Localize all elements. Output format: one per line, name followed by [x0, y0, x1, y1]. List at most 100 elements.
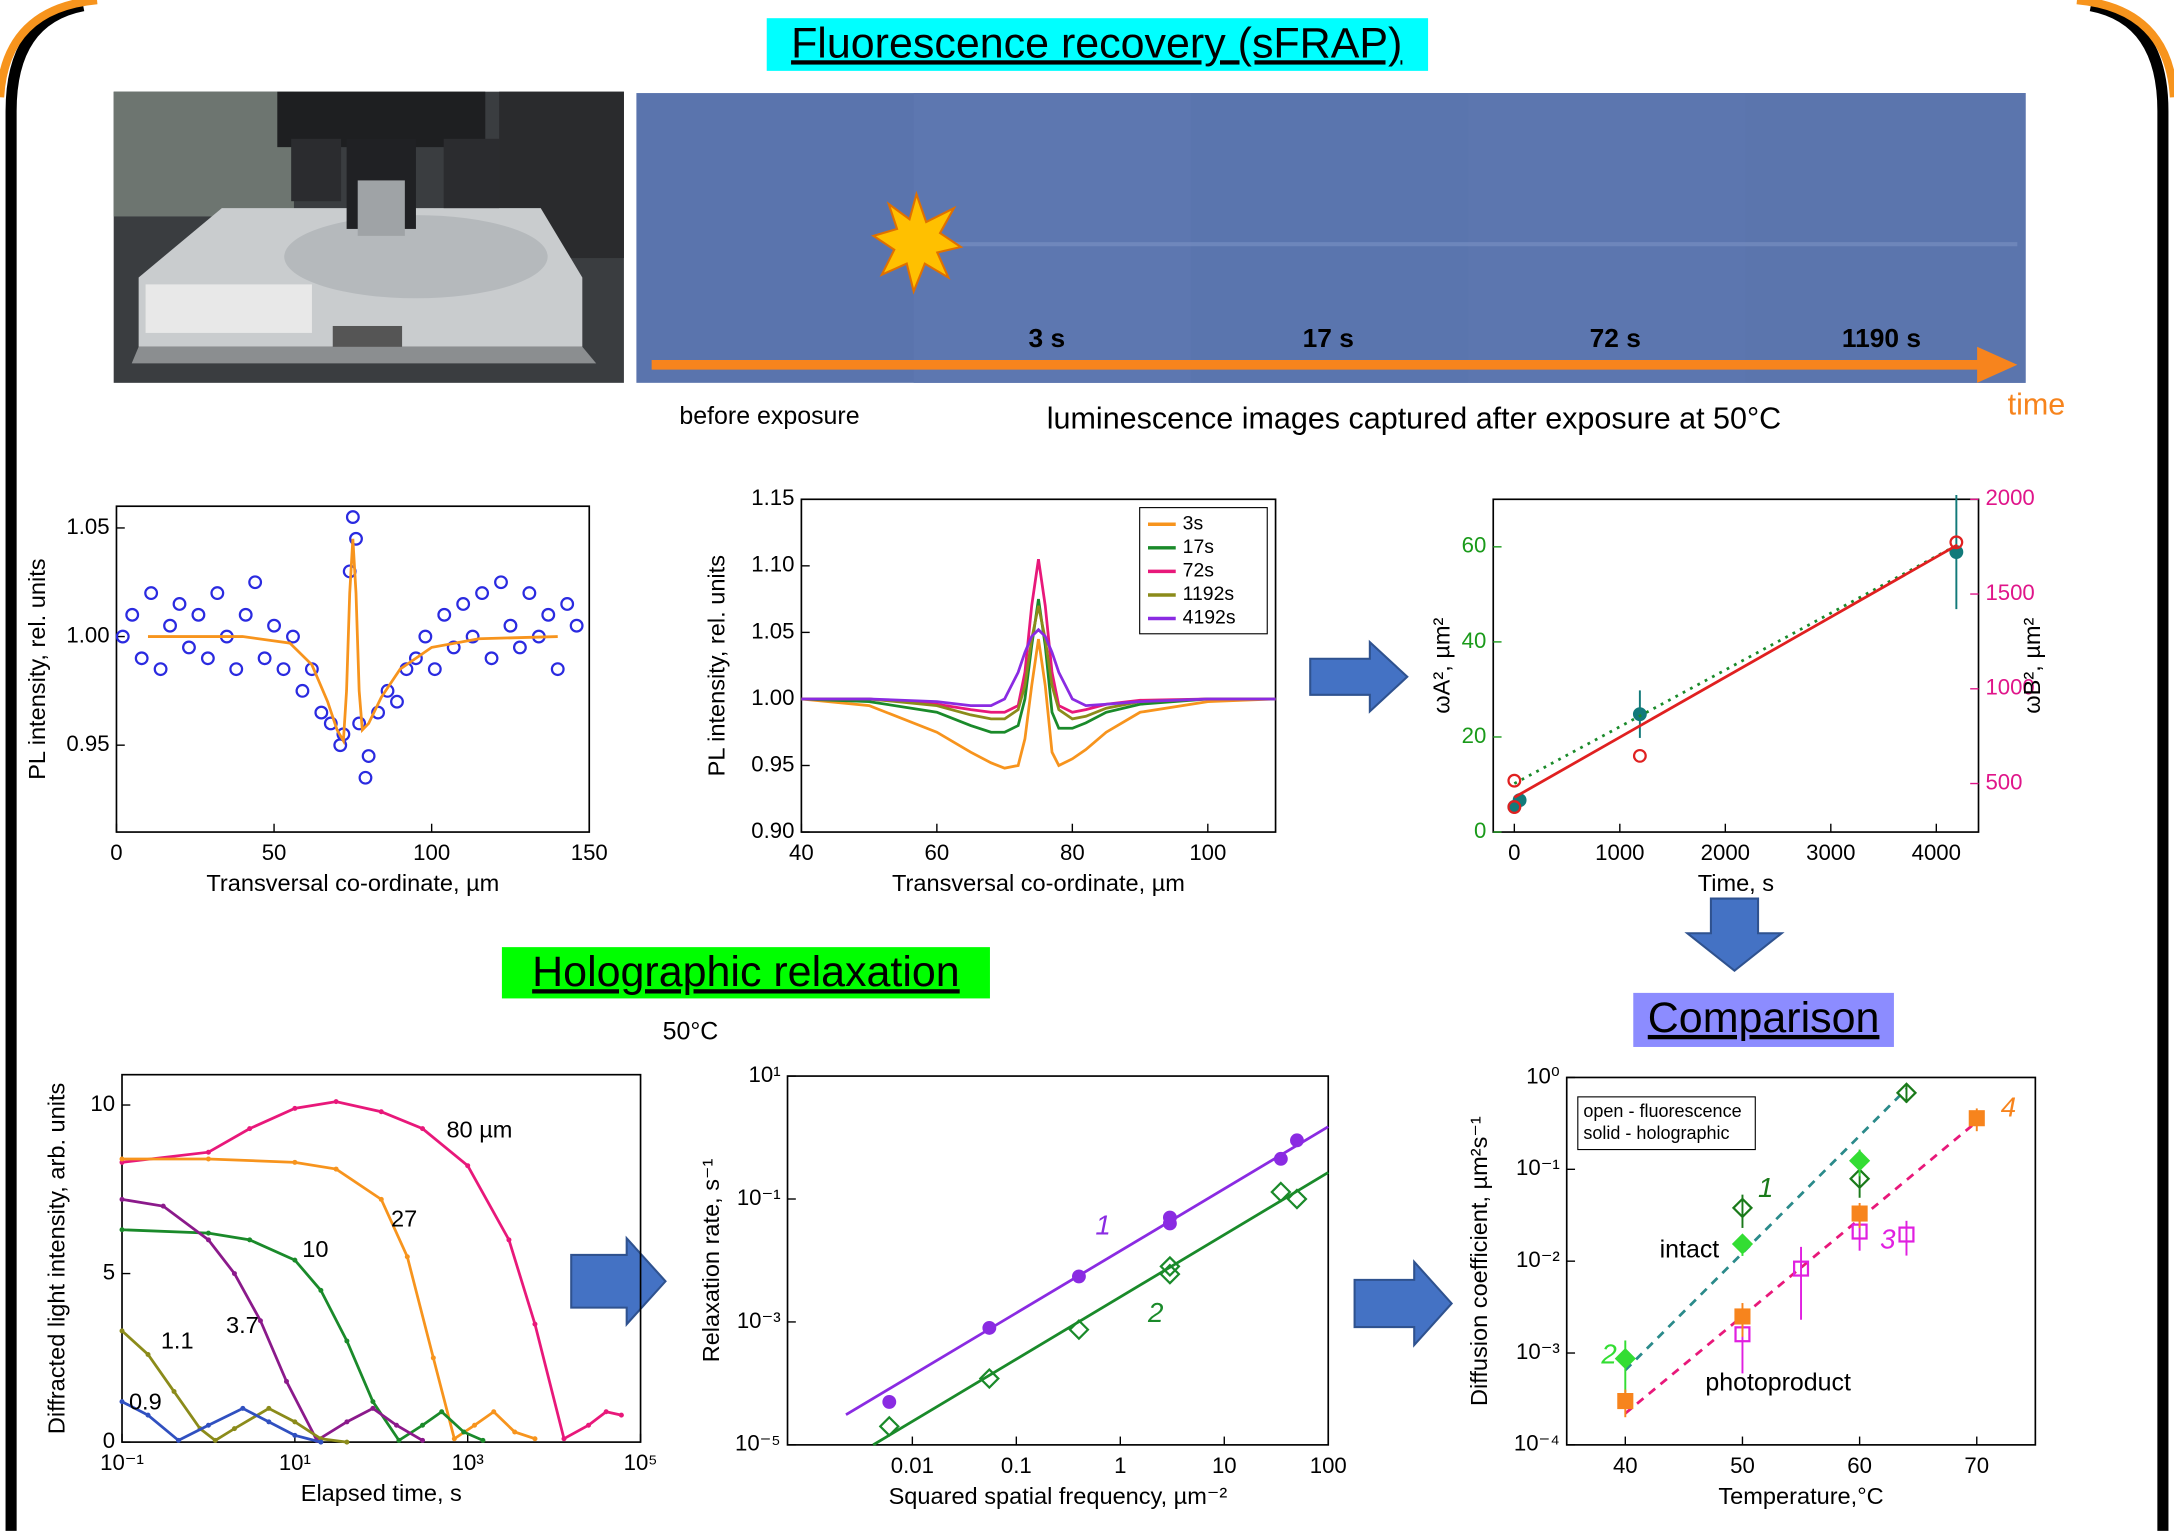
y-tick-label: 0.95	[751, 751, 794, 776]
series-label: 2	[1600, 1338, 1617, 1369]
data-point	[1736, 1310, 1750, 1324]
data-point	[232, 1426, 237, 1431]
annotation: photoproduct	[1705, 1368, 1851, 1396]
y-axis-label: PL intensity, rel. units	[24, 558, 50, 779]
data-point	[247, 1237, 252, 1242]
data-point	[287, 631, 299, 643]
note: open - fluorescence	[1583, 1101, 1741, 1121]
x-axis-label: Squared spatial frequency, µm⁻²	[889, 1483, 1228, 1509]
data-point	[476, 587, 488, 599]
data-point	[532, 1322, 537, 1327]
data-point	[120, 1328, 125, 1333]
data-point	[472, 1423, 477, 1428]
x-tick-label: 2000	[1701, 840, 1750, 865]
y-axis-label: Diffusion coefficient, µm²s⁻¹	[1466, 1116, 1492, 1406]
y-tick-label: 1.10	[751, 552, 794, 577]
series-label: 10	[302, 1236, 328, 1262]
y-tick-label: 0.90	[751, 818, 794, 843]
data-point	[420, 1423, 425, 1428]
data-point	[316, 707, 328, 719]
y-tick-label: 20	[1462, 723, 1487, 748]
data-point	[491, 1409, 496, 1414]
data-point	[542, 609, 554, 621]
data-point	[120, 1227, 125, 1232]
y-tick-label: 5	[103, 1259, 115, 1284]
data-point	[486, 652, 498, 664]
y-axis-label: PL intensity, rel. units	[703, 555, 729, 776]
data-point	[379, 1109, 384, 1114]
x-tick-label: 3000	[1806, 840, 1855, 865]
data-point	[561, 598, 573, 610]
arrow	[1355, 1262, 1452, 1345]
data-point	[230, 663, 242, 675]
data-point	[126, 609, 138, 621]
data-point	[292, 1419, 297, 1424]
x-tick-label: 50	[1730, 1453, 1755, 1478]
x-tick-label: 0.1	[1001, 1453, 1032, 1478]
data-point	[259, 652, 271, 664]
data-point	[512, 1429, 517, 1434]
data-point	[172, 1389, 177, 1394]
series-line	[846, 1127, 1328, 1415]
x-tick-label: 40	[1613, 1453, 1638, 1478]
data-point	[1509, 775, 1521, 787]
x-tick-label: 80	[1060, 840, 1085, 865]
x-tick-label: 10⁵	[624, 1450, 658, 1475]
data-point	[176, 1438, 181, 1443]
data-point	[206, 1237, 211, 1242]
microscope-photo	[114, 92, 624, 383]
data-point	[495, 576, 507, 588]
data-point	[363, 750, 375, 762]
arrow	[1310, 642, 1407, 711]
series-line	[122, 1159, 535, 1439]
data-point	[174, 598, 186, 610]
data-point	[405, 1254, 410, 1259]
page: { "headings": {"sfrap": "Fluorescence re…	[0, 0, 2174, 1531]
data-point	[161, 1204, 166, 1209]
data-point	[370, 1399, 375, 1404]
x-axis-label: Temperature,°C	[1718, 1483, 1883, 1509]
data-point	[379, 1197, 384, 1202]
y-tick-label: 10⁻²	[1516, 1247, 1560, 1272]
x-tick-label: 60	[1847, 1453, 1872, 1478]
data-point	[183, 642, 195, 654]
data-point	[391, 696, 403, 708]
series-label: 4	[2001, 1092, 2016, 1123]
frame-right	[2091, 6, 2163, 1531]
data-point	[334, 1099, 339, 1104]
data-point	[120, 1399, 125, 1404]
y-tick-label: 0.95	[66, 731, 109, 756]
data-point	[247, 1126, 252, 1131]
x-tick-label: 100	[413, 840, 450, 865]
y-tick-label: 1.05	[66, 514, 109, 539]
heading: Fluorescence recovery (sFRAP)	[791, 19, 1402, 67]
data-point	[524, 587, 536, 599]
data-point	[429, 663, 441, 675]
data-point	[120, 1156, 125, 1161]
data-point	[370, 1406, 375, 1411]
data-point	[213, 1438, 218, 1443]
caption: before exposure	[679, 402, 859, 430]
data-point	[532, 1436, 537, 1441]
y-tick-label: 0	[103, 1428, 115, 1453]
x-tick-label: 50	[262, 840, 287, 865]
y-tick-label: 1.00	[66, 622, 109, 647]
x-tick-label: 150	[571, 840, 608, 865]
note: solid - holographic	[1583, 1123, 1729, 1143]
y-tick-label: 10⁻⁴	[1514, 1431, 1560, 1456]
x-tick-label: 60	[925, 840, 950, 865]
y-tick-label: 60	[1462, 533, 1487, 558]
y-tick-label: 1.05	[751, 618, 794, 643]
data-point	[480, 1438, 485, 1443]
data-point	[249, 576, 261, 588]
time-label: 3 s	[1028, 323, 1065, 353]
data-point	[193, 609, 205, 621]
y-tick-label: 10⁻¹	[1516, 1155, 1560, 1180]
data-point	[1853, 1207, 1867, 1221]
data-point	[1618, 1394, 1632, 1408]
y-tick-label: 1.15	[751, 485, 794, 510]
x-tick-label: 100	[1189, 840, 1226, 865]
annotation: intact	[1660, 1235, 1720, 1263]
x-tick-label: 10⁻¹	[100, 1450, 144, 1475]
legend-label: 17s	[1183, 536, 1214, 558]
